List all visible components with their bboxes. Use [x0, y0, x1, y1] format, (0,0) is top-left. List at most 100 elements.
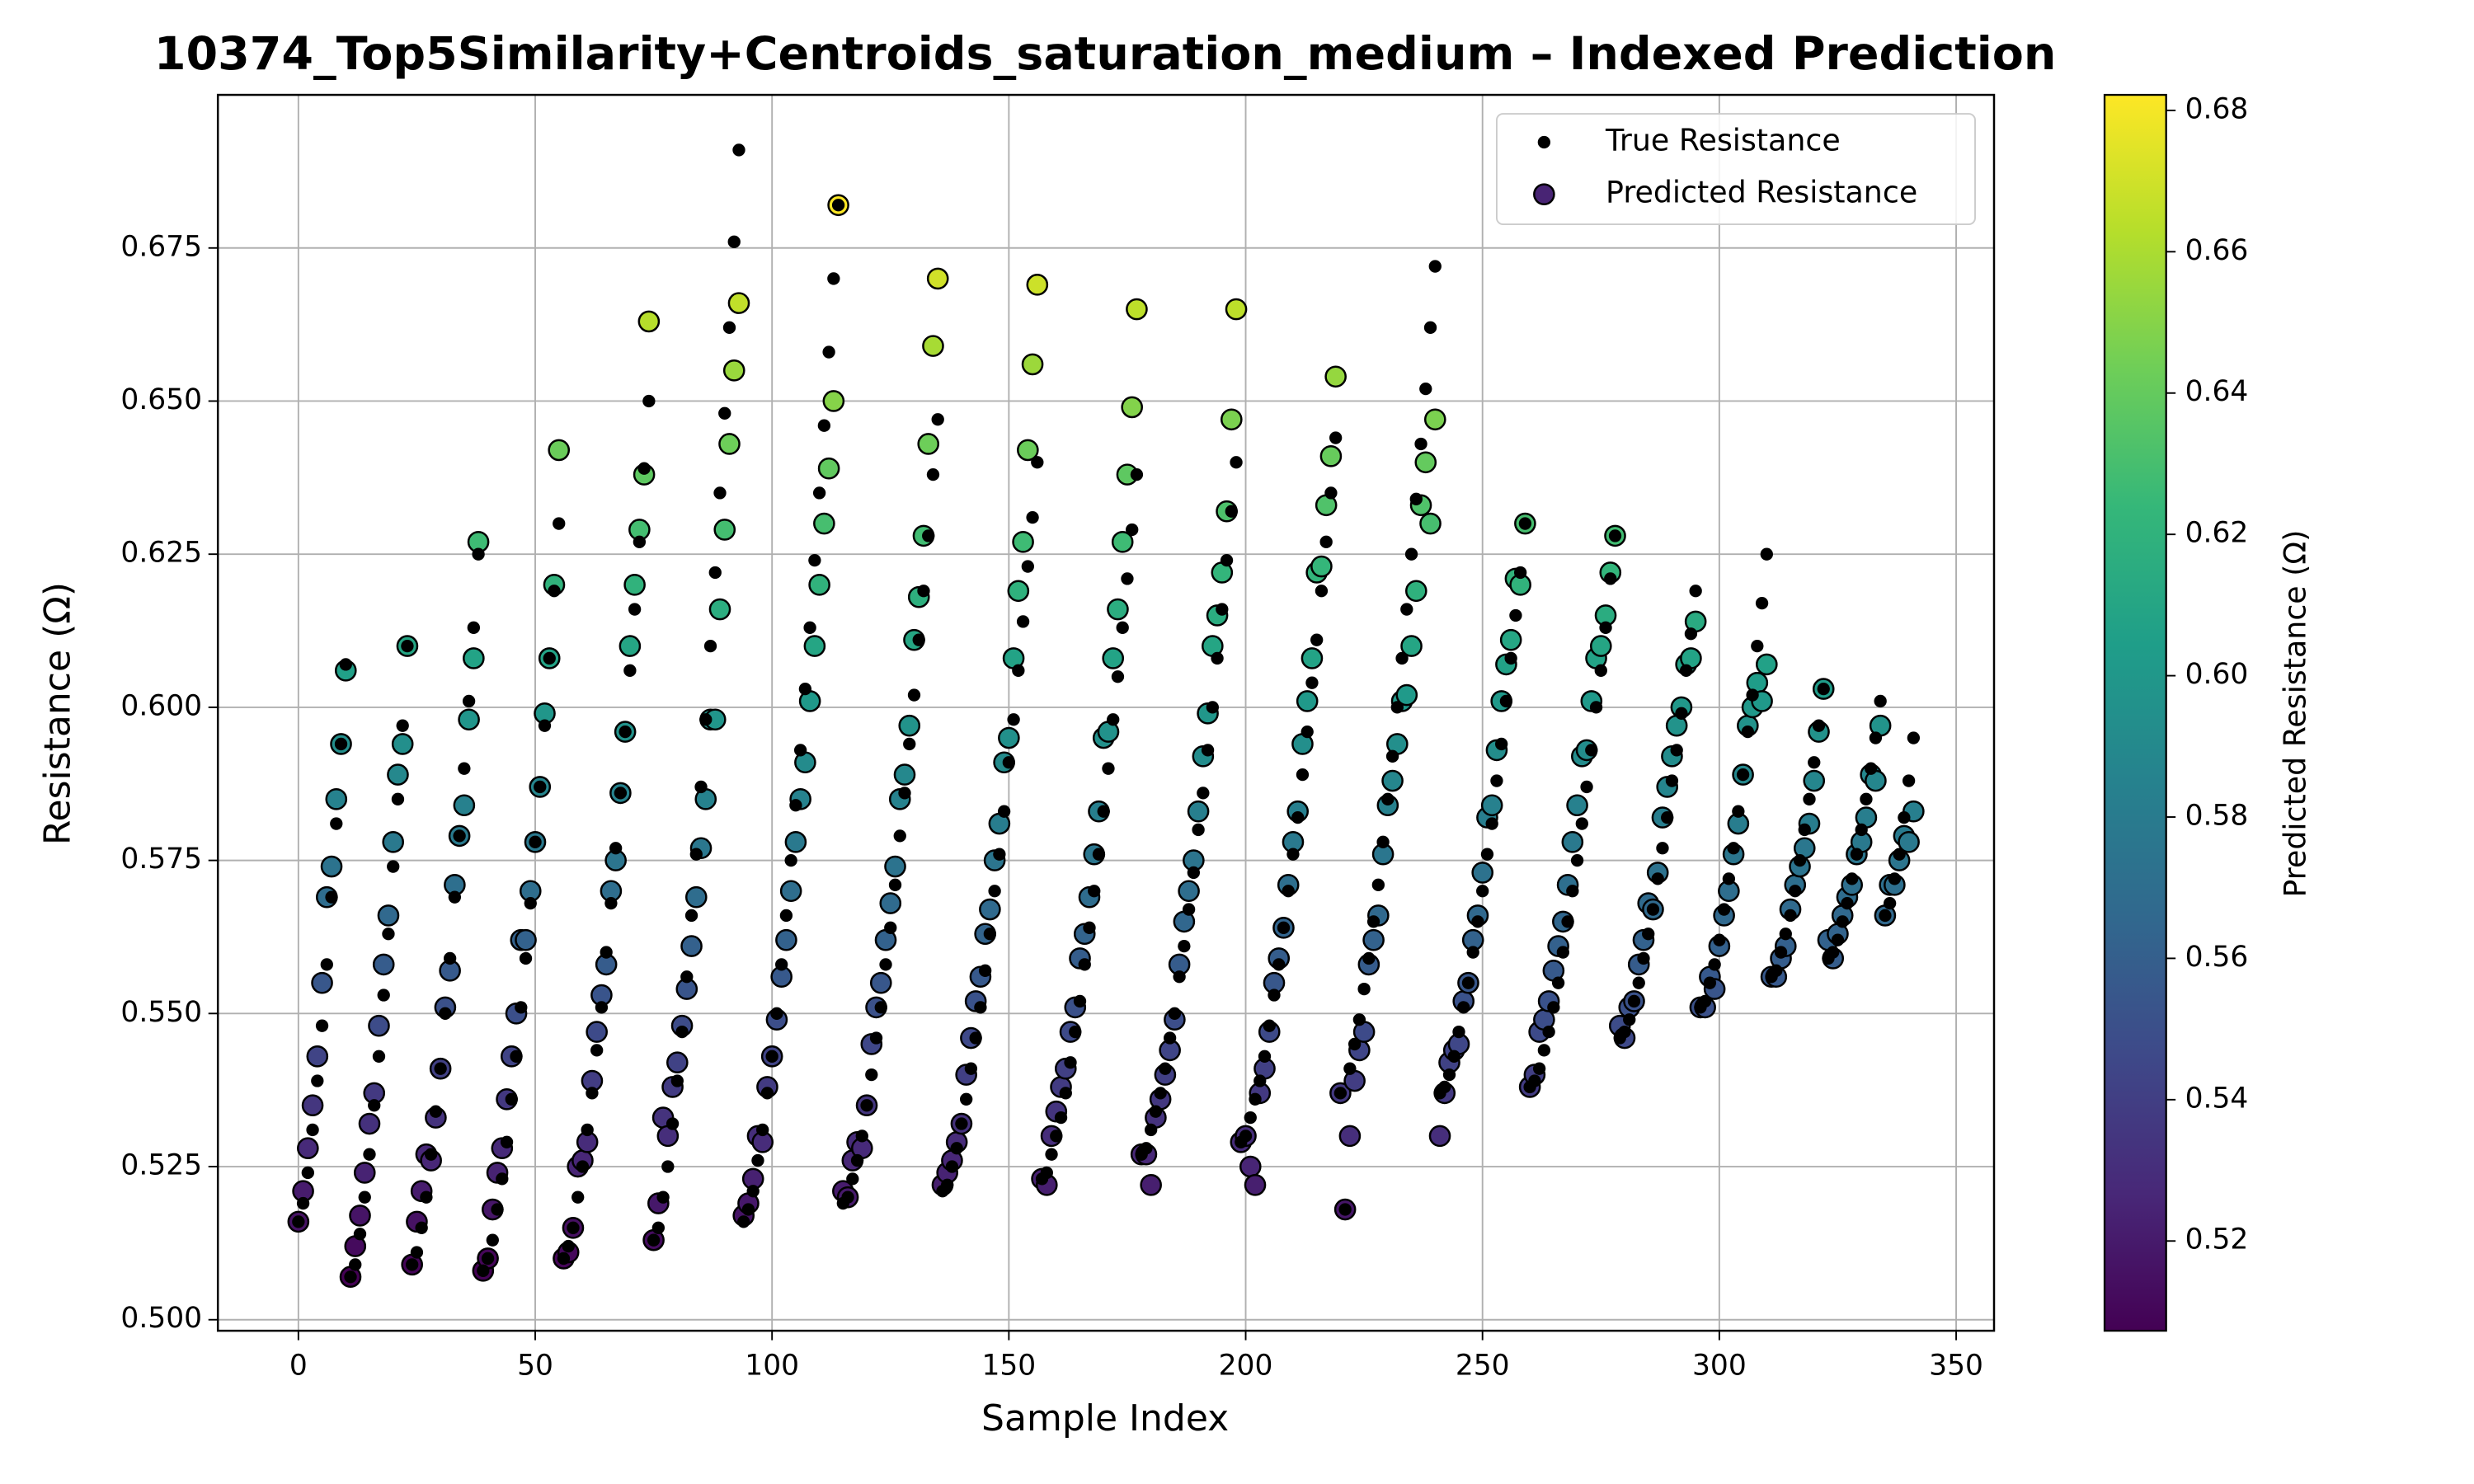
true-point [1045, 1148, 1058, 1161]
true-point [372, 1050, 386, 1063]
true-point [1589, 701, 1603, 714]
true-point [1140, 1142, 1153, 1155]
true-point [860, 1099, 873, 1112]
true-point [1310, 633, 1324, 646]
colorbar: 0.52 0.54 0.56 0.58 0.60 0.62 0.64 0.66 0.68 [2103, 92, 2249, 1332]
true-point [1661, 810, 1674, 824]
true-point [368, 1099, 381, 1112]
predicted-point [1225, 298, 1248, 321]
true-point [1064, 1056, 1077, 1069]
predicted-point [372, 953, 395, 976]
legend-label: Predicted Resistance [1606, 175, 1917, 210]
true-point [879, 958, 892, 971]
y-tick-label: 0.600 [120, 689, 202, 722]
x-tick-label: 100 [745, 1350, 799, 1383]
true-point [713, 486, 727, 500]
legend-label: True Resistance [1605, 122, 1841, 157]
true-point [387, 860, 400, 873]
true-point [684, 909, 698, 923]
true-point [1623, 1013, 1636, 1026]
true-point [1627, 994, 1641, 1008]
true-point [756, 1123, 769, 1137]
true-point [1717, 903, 1731, 916]
true-point [694, 780, 708, 794]
true-point [803, 621, 816, 634]
true-point [1561, 915, 1574, 928]
predicted-point [1404, 580, 1427, 603]
true-point [1159, 1062, 1172, 1075]
x-tick-label: 350 [1929, 1350, 1983, 1383]
true-point [1239, 1129, 1253, 1143]
true-point [1031, 456, 1044, 469]
colorbar-label: Predicted Resistance (Ω) [2278, 530, 2313, 898]
true-point [1556, 946, 1569, 959]
true-point [1656, 842, 1669, 855]
true-point [1760, 547, 1773, 561]
true-point [1390, 701, 1404, 714]
y-tick-label: 0.550 [120, 996, 202, 1029]
true-point [1670, 744, 1683, 757]
true-point [1547, 1001, 1560, 1014]
predicted-point [879, 892, 902, 914]
true-point [850, 1153, 864, 1167]
true-point [689, 848, 703, 861]
true-point [1575, 817, 1588, 830]
true-point [1551, 976, 1565, 989]
true-point [1362, 951, 1376, 965]
true-point [775, 958, 788, 971]
true-point [1879, 909, 1892, 923]
colorbar-tick-label: 0.58 [2185, 800, 2249, 833]
true-point [1689, 585, 1702, 598]
true-point [993, 848, 1006, 861]
predicted-point [926, 267, 949, 290]
true-point [964, 1062, 978, 1075]
predicted-point [1026, 274, 1049, 296]
true-point [505, 1092, 518, 1106]
true-point [812, 486, 826, 500]
x-tick-label: 50 [517, 1350, 553, 1383]
true-point [424, 1148, 438, 1161]
predicted-point [349, 1205, 371, 1227]
true-point [1570, 853, 1584, 867]
true-point [822, 345, 835, 359]
true-point [1902, 774, 1916, 787]
true-point [1291, 810, 1305, 824]
y-tick-label: 0.650 [120, 383, 202, 416]
true-point [888, 878, 902, 891]
predicted-point [458, 708, 480, 731]
predicted-point [666, 1051, 689, 1074]
predicted-point [320, 855, 343, 878]
true-point [1116, 621, 1129, 634]
true-point [1040, 1166, 1053, 1180]
true-point [510, 1050, 523, 1063]
predicted-point [1423, 408, 1446, 431]
true-point [741, 1203, 755, 1216]
predicted-point [1338, 1125, 1362, 1148]
true-point [1774, 946, 1788, 959]
true-point [1258, 1050, 1272, 1063]
true-point [1102, 762, 1115, 775]
true-point [1518, 517, 1532, 530]
true-point [567, 1221, 580, 1234]
true-point [1305, 676, 1319, 689]
true-point [1452, 1025, 1465, 1039]
true-point [1263, 1019, 1276, 1032]
true-point [519, 951, 533, 965]
true-point [1509, 608, 1522, 622]
predicted-point [718, 433, 741, 455]
predicted-point [586, 1021, 608, 1043]
predicted-point [353, 1162, 376, 1184]
true-point [534, 780, 547, 794]
true-point [311, 1074, 324, 1087]
true-point [1708, 958, 1721, 971]
true-point [874, 1001, 887, 1014]
true-point [670, 1074, 684, 1087]
true-point [462, 694, 476, 708]
true-point [1286, 848, 1300, 861]
predicted-point [311, 971, 333, 994]
true-point [699, 713, 713, 726]
true-point [1532, 1062, 1546, 1075]
true-point [1092, 848, 1106, 861]
true-point [765, 1050, 778, 1063]
